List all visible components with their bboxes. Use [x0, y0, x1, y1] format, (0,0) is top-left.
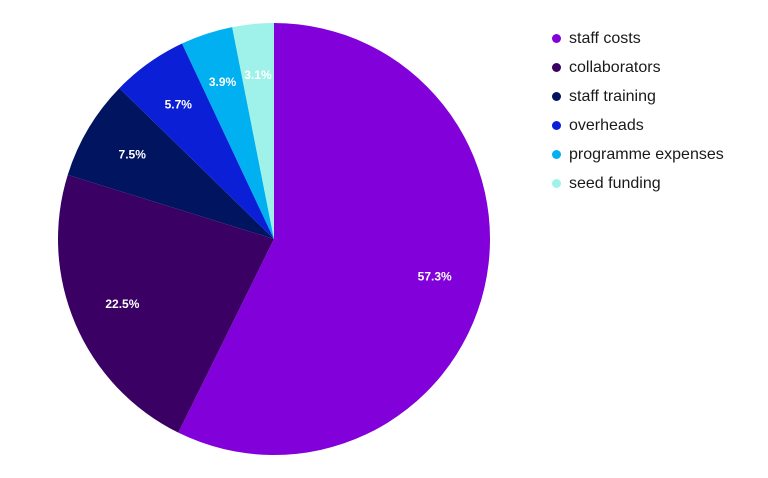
legend-item: staff costs	[552, 24, 724, 53]
pie-slice-staff-training	[67, 88, 274, 239]
pie-slice-label: 57.3%	[418, 270, 452, 284]
legend-label: seed funding	[569, 174, 661, 192]
pie-slice-label: 3.1%	[244, 68, 272, 82]
legend-label: collaborators	[569, 58, 661, 76]
pie-slice-programme-expenses	[182, 27, 274, 239]
pie-slice-staff-costs	[178, 23, 491, 455]
legend-swatch-icon	[552, 121, 561, 130]
legend-item: overheads	[552, 111, 724, 140]
legend-swatch-icon	[552, 63, 561, 72]
legend-item: staff training	[552, 82, 724, 111]
pie-slices	[58, 22, 491, 455]
legend-label: staff costs	[569, 29, 641, 47]
pie-slice-overheads	[119, 43, 274, 240]
pie-slice-labels: 57.3% 22.5% 7.5% 5.7% 3.9% 3.1%	[105, 68, 452, 311]
legend-swatch-icon	[552, 150, 561, 159]
legend-label: staff training	[569, 87, 656, 105]
legend-label: programme expenses	[569, 145, 724, 163]
legend-swatch-icon	[552, 179, 561, 188]
legend: staff costs collaborators staff training ov…	[552, 24, 724, 198]
pie-slice-label: 7.5%	[119, 148, 147, 162]
pie-slice-label: 3.9%	[209, 75, 237, 89]
pie-slice-collaborators	[58, 174, 274, 433]
legend-swatch-icon	[552, 34, 561, 43]
pie-slice-seed-funding	[232, 22, 274, 239]
pie-slice-label: 22.5%	[105, 297, 139, 311]
pie-slice-label: 5.7%	[165, 98, 193, 112]
legend-item: collaborators	[552, 53, 724, 82]
legend-item: seed funding	[552, 169, 724, 198]
legend-label: overheads	[569, 116, 644, 134]
legend-item: programme expenses	[552, 140, 724, 169]
legend-swatch-icon	[552, 92, 561, 101]
